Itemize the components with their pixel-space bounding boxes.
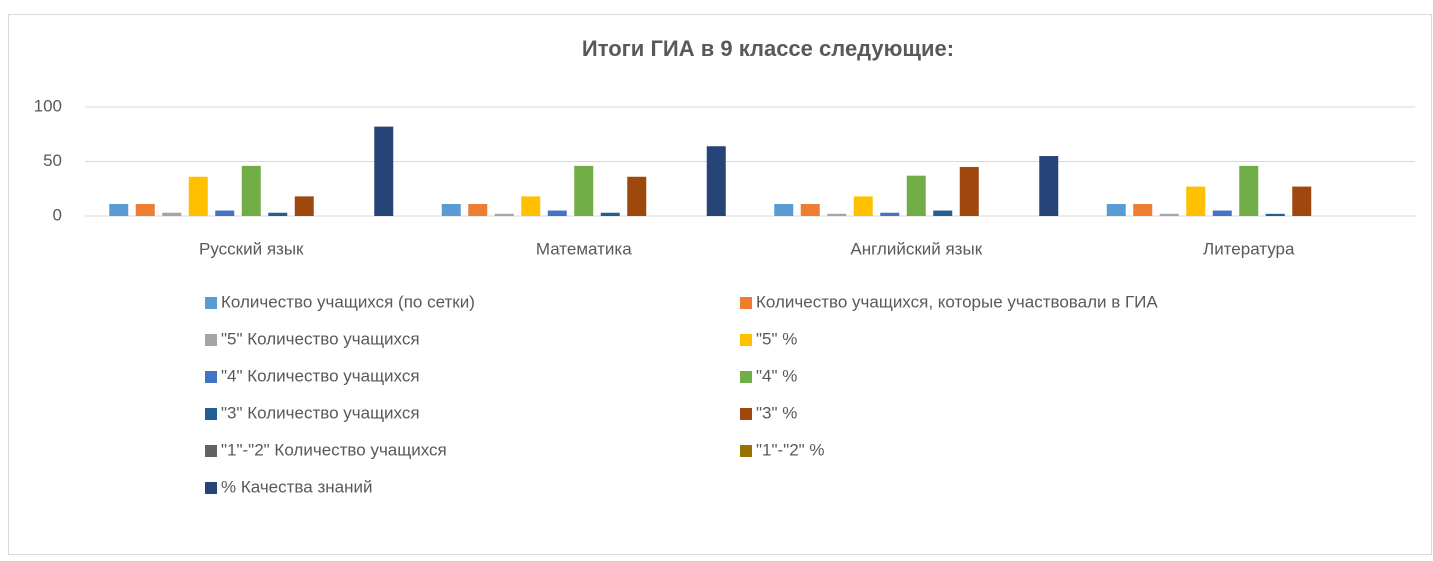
legend-label: "4" %	[756, 366, 797, 385]
x-tick-label: Литература	[1203, 239, 1295, 258]
legend-swatch	[205, 482, 217, 494]
bar	[109, 204, 129, 216]
bar	[706, 146, 726, 216]
bar	[1239, 165, 1259, 216]
bar	[547, 210, 567, 216]
legend-swatch	[205, 408, 217, 420]
bar	[215, 210, 235, 216]
bar	[774, 204, 794, 216]
legend-swatch	[740, 371, 752, 383]
bar	[162, 212, 182, 216]
bar	[135, 204, 155, 216]
legend-swatch	[205, 334, 217, 346]
bar	[241, 165, 261, 216]
legend-label: "5" Количество учащихся	[221, 329, 420, 348]
bar	[933, 210, 953, 216]
legend-label: "3" Количество учащихся	[221, 403, 420, 422]
bar	[800, 204, 820, 216]
bar	[906, 175, 926, 216]
bar	[188, 176, 208, 216]
bar	[827, 213, 847, 216]
bar	[959, 166, 979, 216]
bar	[521, 196, 541, 216]
x-tick-label: Математика	[536, 239, 632, 258]
legend-label: Количество учащихся (по сетки)	[221, 292, 475, 311]
legend-label: Количество учащихся, которые участвовали…	[756, 292, 1158, 311]
chart-title: Итоги ГИА в 9 классе следующие:	[582, 36, 954, 61]
y-tick-label: 50	[43, 151, 62, 170]
bar	[880, 212, 900, 216]
chart-border	[8, 14, 1432, 555]
bar	[494, 213, 514, 216]
legend-swatch	[740, 334, 752, 346]
bar	[268, 212, 288, 216]
bar	[1186, 186, 1206, 216]
bar	[627, 176, 647, 216]
legend-swatch	[205, 371, 217, 383]
bar	[853, 196, 873, 216]
legend-label: % Качества знаний	[221, 477, 372, 496]
bar	[468, 204, 488, 216]
bar	[1106, 204, 1126, 216]
legend-label: "1"-"2" Количество учащихся	[221, 440, 447, 459]
legend-label: "1"-"2" %	[756, 440, 825, 459]
bar	[1133, 204, 1153, 216]
legend-swatch	[740, 297, 752, 309]
bar	[441, 204, 461, 216]
legend-label: "3" %	[756, 403, 797, 422]
legend-swatch	[740, 445, 752, 457]
bar	[1212, 210, 1232, 216]
legend-swatch	[205, 297, 217, 309]
legend-swatch	[205, 445, 217, 457]
bar	[1039, 156, 1059, 216]
legend-label: "4" Количество учащихся	[221, 366, 420, 385]
bar	[1265, 213, 1285, 216]
bar	[1159, 213, 1179, 216]
bar	[1292, 186, 1312, 216]
y-tick-label: 100	[34, 96, 62, 115]
legend-label: "5" %	[756, 329, 797, 348]
bar	[600, 212, 620, 216]
bar	[574, 165, 594, 216]
bar	[294, 196, 314, 216]
bar	[374, 126, 394, 216]
x-tick-label: Русский язык	[199, 239, 304, 258]
y-tick-label: 0	[53, 205, 62, 224]
legend-swatch	[740, 408, 752, 420]
x-tick-label: Английский язык	[850, 239, 982, 258]
